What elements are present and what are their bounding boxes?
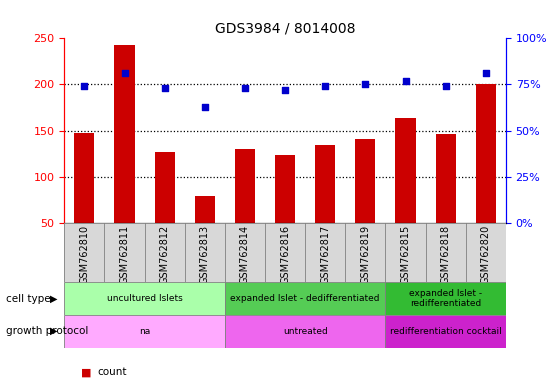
Text: expanded Islet - dedifferentiated: expanded Islet - dedifferentiated xyxy=(230,294,380,303)
Bar xyxy=(396,118,415,269)
Point xyxy=(120,70,129,76)
Point xyxy=(401,78,410,84)
Bar xyxy=(115,45,135,269)
Bar xyxy=(225,282,386,315)
Text: uncultured Islets: uncultured Islets xyxy=(107,294,182,303)
Point xyxy=(441,83,450,89)
Bar xyxy=(476,84,496,269)
Bar xyxy=(195,196,215,269)
Point xyxy=(281,87,290,93)
Text: GSM762813: GSM762813 xyxy=(200,225,210,284)
Text: expanded Islet -
redifferentiated: expanded Islet - redifferentiated xyxy=(409,289,482,308)
Text: redifferentiation cocktail: redifferentiation cocktail xyxy=(390,327,501,336)
Bar xyxy=(235,149,255,269)
Text: na: na xyxy=(139,327,150,336)
Bar xyxy=(356,139,376,269)
Point xyxy=(80,83,89,89)
Point xyxy=(240,85,249,91)
Bar xyxy=(64,282,225,315)
Bar xyxy=(315,145,335,269)
Point xyxy=(361,81,370,88)
Bar xyxy=(225,315,386,348)
Text: ▶: ▶ xyxy=(50,293,58,304)
Text: GSM762817: GSM762817 xyxy=(320,225,330,284)
Bar xyxy=(275,154,295,269)
Text: cell type: cell type xyxy=(6,293,50,304)
Bar xyxy=(64,315,225,348)
Text: GSM762812: GSM762812 xyxy=(160,225,169,284)
Bar xyxy=(155,152,174,269)
Text: GSM762810: GSM762810 xyxy=(79,225,89,284)
Text: GSM762811: GSM762811 xyxy=(120,225,130,284)
Point xyxy=(160,85,169,91)
Title: GDS3984 / 8014008: GDS3984 / 8014008 xyxy=(215,22,356,36)
Bar xyxy=(74,133,94,269)
Bar xyxy=(386,315,506,348)
Text: GSM762816: GSM762816 xyxy=(280,225,290,284)
Point xyxy=(321,83,330,89)
Text: GSM762820: GSM762820 xyxy=(481,225,491,284)
Bar xyxy=(435,134,456,269)
Text: growth protocol: growth protocol xyxy=(6,326,88,336)
Text: ▶: ▶ xyxy=(50,326,58,336)
Text: GSM762818: GSM762818 xyxy=(440,225,451,284)
Text: GSM762814: GSM762814 xyxy=(240,225,250,284)
Text: untreated: untreated xyxy=(283,327,328,336)
Text: GSM762819: GSM762819 xyxy=(361,225,371,284)
Text: GSM762815: GSM762815 xyxy=(401,225,410,284)
Text: ■: ■ xyxy=(81,367,92,377)
Text: count: count xyxy=(98,367,127,377)
Bar xyxy=(386,282,506,315)
Point xyxy=(200,104,209,110)
Point xyxy=(481,70,490,76)
